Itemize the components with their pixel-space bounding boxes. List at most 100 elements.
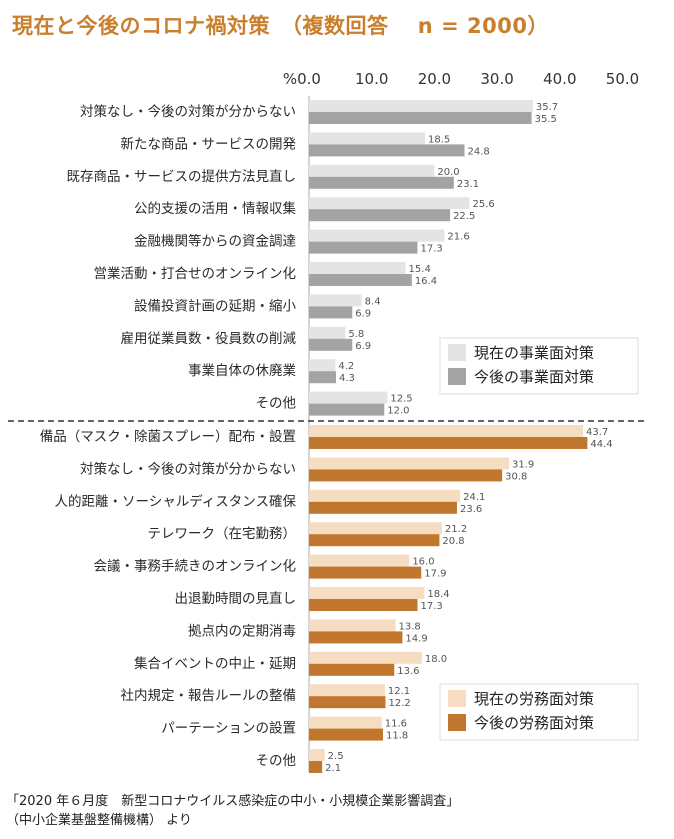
data-label: 8.4	[365, 296, 381, 307]
data-label: 17.3	[420, 244, 442, 255]
data-label: 30.8	[505, 471, 527, 482]
bar	[309, 274, 412, 286]
bar	[309, 437, 588, 449]
data-label: 12.2	[388, 698, 410, 709]
category-label: 雇用従業員数・役員数の削減	[121, 330, 297, 347]
category-label: その他	[256, 396, 297, 412]
bar	[309, 306, 353, 319]
legend-box	[439, 337, 639, 395]
bar	[309, 229, 445, 242]
legend-swatch	[448, 690, 466, 707]
category-label: パーテーションの設置	[161, 721, 296, 737]
data-label: 18.0	[425, 654, 447, 665]
data-label: 13.8	[399, 621, 421, 632]
legend-label: 現在の労務面対策	[474, 690, 594, 708]
category-label: 事業自体の休廃業	[188, 362, 296, 379]
bar	[309, 176, 454, 189]
data-label: 35.7	[536, 102, 558, 113]
data-label: 12.5	[390, 394, 412, 405]
category-label: その他	[256, 753, 297, 769]
bar	[309, 728, 383, 741]
bar	[309, 716, 382, 729]
x-tick-label: 20.0	[418, 70, 451, 88]
data-label: 18.5	[428, 134, 450, 145]
bar	[309, 651, 422, 664]
data-label: 18.4	[427, 589, 449, 600]
legend-label: 今後の労務面対策	[474, 714, 594, 732]
axis-unit-label: %	[283, 70, 297, 88]
legend-swatch	[448, 368, 466, 385]
data-label: 24.1	[463, 492, 485, 503]
bar	[309, 599, 418, 611]
category-label: 出退勤時間の見直し	[175, 591, 297, 607]
bar	[309, 749, 325, 761]
data-label: 21.2	[445, 524, 467, 535]
data-label: 17.9	[424, 569, 446, 580]
bar	[309, 112, 532, 124]
chart-title: 現在と今後のコロナ禍対策 （複数回答 n = 2000）	[12, 14, 549, 38]
x-tick-label: 50.0	[606, 70, 639, 88]
data-label: 44.4	[590, 439, 612, 450]
bar	[309, 619, 396, 632]
bar	[309, 294, 362, 307]
data-label: 4.3	[339, 373, 355, 384]
x-tick-label: 40.0	[543, 70, 576, 88]
bar	[309, 144, 465, 157]
bar	[309, 326, 346, 339]
data-label: 16.4	[415, 276, 437, 287]
legend-box	[439, 683, 639, 741]
category-label: 会議・事務手続きのオンライン化	[94, 558, 297, 575]
x-tick-label: 0.0	[297, 70, 321, 88]
category-label: 対策なし・今後の対策が分からない	[80, 103, 296, 120]
bar	[309, 197, 470, 210]
bar	[309, 631, 403, 644]
data-label: 23.6	[460, 504, 482, 515]
source-line-2: （中小企業基盤整備機構） より	[6, 813, 192, 828]
category-label: 集合イベントの中止・延期	[134, 656, 296, 672]
data-label: 14.9	[405, 633, 427, 644]
bar	[309, 425, 583, 437]
bar	[309, 457, 510, 470]
data-label: 11.6	[385, 719, 407, 730]
bar	[309, 209, 451, 222]
source-line-1: 「2020 年６月度 新型コロナウイルス感染症の中小・小規模企業影響調査」	[6, 794, 460, 809]
source-note: 「2020 年６月度 新型コロナウイルス感染症の中小・小規模企業影響調査」 （中…	[6, 792, 459, 830]
legend-swatch	[448, 714, 466, 731]
bar	[309, 164, 435, 177]
data-label: 20.0	[437, 167, 459, 178]
data-label: 15.4	[409, 264, 431, 275]
x-tick-label: 10.0	[355, 70, 388, 88]
bar	[309, 132, 425, 145]
data-label: 2.1	[325, 763, 341, 774]
legend-swatch	[448, 344, 466, 361]
bar	[309, 587, 425, 599]
bar	[309, 241, 418, 254]
data-label: 2.5	[328, 751, 344, 762]
data-label: 23.1	[457, 179, 479, 190]
data-label: 6.9	[355, 308, 371, 319]
data-label: 11.8	[386, 731, 408, 742]
data-label: 13.6	[397, 666, 419, 677]
category-label: 備品（マスク・除菌スプレー）配布・設置	[40, 429, 296, 445]
data-label: 31.9	[512, 459, 534, 470]
bar	[309, 391, 388, 404]
x-tick-label: 30.0	[480, 70, 513, 88]
bar	[309, 501, 457, 514]
bar	[309, 469, 503, 482]
data-label: 22.5	[453, 211, 475, 222]
category-label: 金融機関等からの資金調達	[134, 233, 296, 250]
bar	[309, 403, 385, 416]
bar	[309, 359, 336, 372]
bar	[309, 663, 395, 676]
bar	[309, 761, 323, 773]
bar-chart: % 0.0 10.0 20.0 30.0 40.0 50.0 対策なし・今後の対策が分からない…	[8, 70, 648, 774]
data-label: 43.7	[586, 427, 608, 438]
category-label: 設備投資計画の延期・縮小	[134, 298, 296, 314]
data-label: 17.3	[420, 601, 442, 612]
category-label: 人的距離・ソーシャルディスタンス確保	[54, 493, 296, 510]
category-label: 対策なし・今後の対策が分からない	[80, 460, 296, 477]
category-label: 既存商品・サービスの提供方法見直し	[67, 169, 297, 185]
category-label: 社内規定・報告ルールの整備	[121, 688, 297, 704]
bar	[309, 489, 461, 502]
data-label: 16.0	[412, 557, 434, 568]
